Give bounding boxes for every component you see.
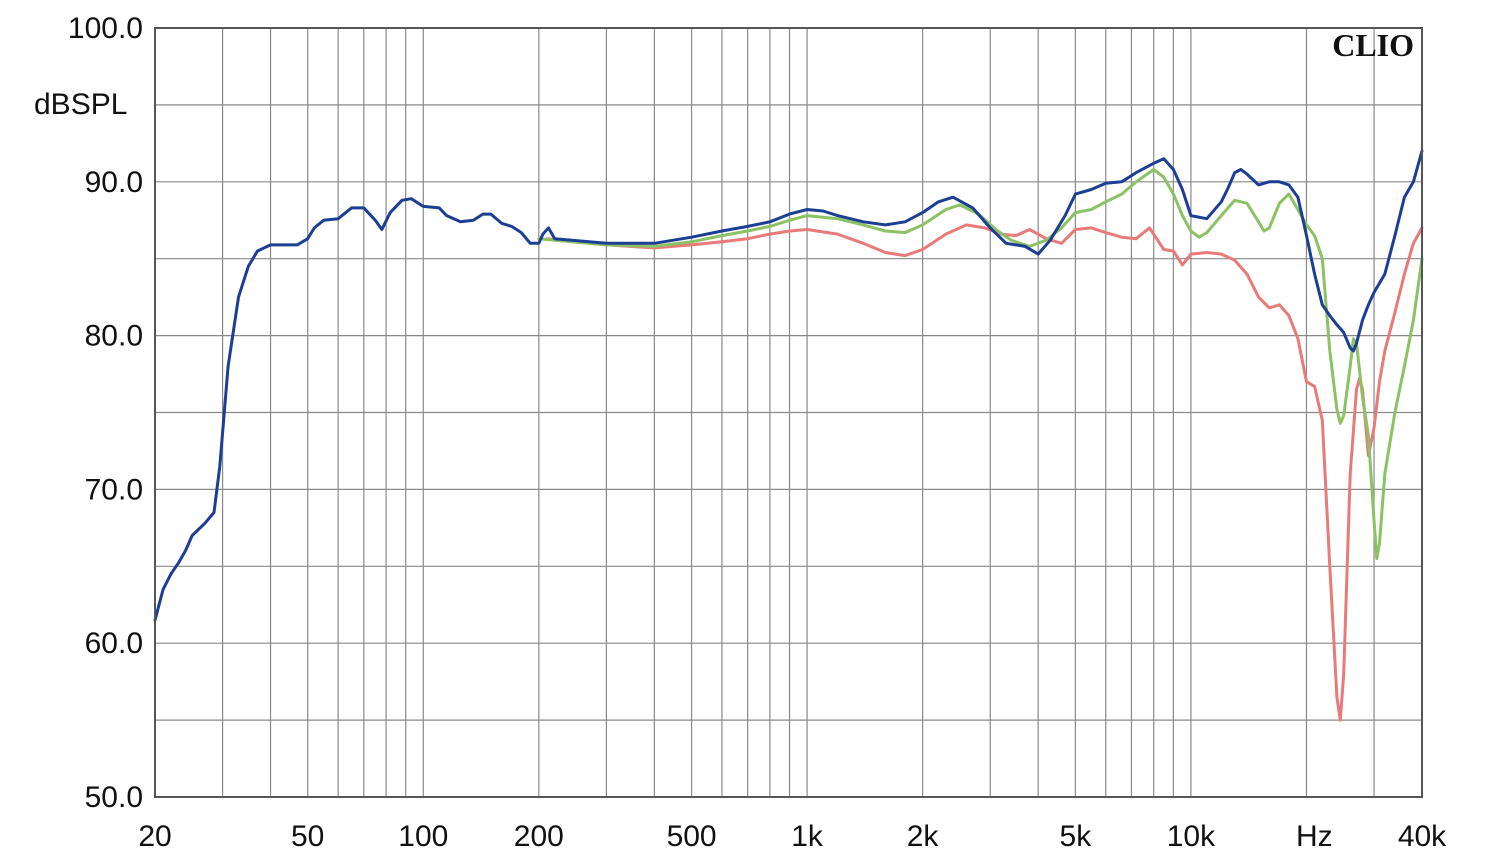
x-tick-label: 50: [291, 820, 324, 853]
x-tick-label: 1k: [791, 820, 824, 853]
series-line-red: [545, 223, 1424, 722]
y-tick-label: 60.0: [85, 627, 143, 660]
x-tick-label: 200: [514, 820, 564, 853]
y-tick-label: 90.0: [85, 166, 143, 199]
series-layer: [153, 149, 1424, 722]
x-tick-label: 40k: [1398, 820, 1447, 853]
clio-brand-label: CLIO: [1332, 27, 1414, 63]
y-tick-label: 80.0: [85, 320, 143, 353]
series-line-blue: [153, 149, 1424, 622]
x-axis-unit-label: Hz: [1296, 820, 1333, 853]
y-tick-label: 70.0: [85, 473, 143, 506]
plot-frame: [154, 27, 1423, 798]
x-tick-label: 10k: [1167, 820, 1216, 853]
y-axis-unit-label: dBSPL: [34, 88, 127, 121]
x-tick-label: 20: [138, 820, 171, 853]
x-tick-label: 2k: [907, 820, 940, 853]
label-layer: 100.0 90.0 80.0 70.0 60.0 50.0 20 50 100 200 500 1k…: [68, 12, 1447, 853]
x-tick-label: 100: [398, 820, 448, 853]
y-tick-label: 50.0: [85, 781, 143, 814]
grid-layer: [154, 27, 1423, 798]
y-tick-label: 100.0: [68, 12, 143, 45]
x-tick-label: 5k: [1060, 820, 1093, 853]
x-tick-label: 500: [667, 820, 717, 853]
